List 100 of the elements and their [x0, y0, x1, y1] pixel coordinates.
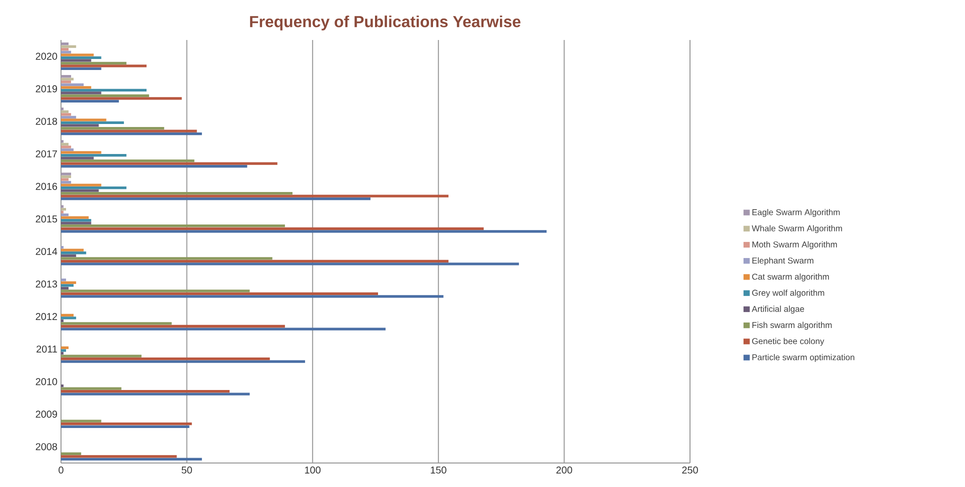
bar — [61, 132, 202, 136]
bar — [61, 324, 285, 328]
bar — [61, 80, 72, 84]
bar — [61, 180, 72, 184]
bar — [61, 186, 126, 190]
bar — [61, 278, 66, 282]
bar — [61, 352, 64, 355]
bar — [61, 165, 248, 168]
y-tick-label: 2016 — [36, 182, 58, 190]
bar — [61, 248, 84, 252]
bar — [61, 108, 64, 110]
bar — [61, 252, 86, 254]
bar — [61, 175, 72, 178]
bar — [61, 48, 69, 51]
bar — [61, 452, 82, 455]
bar — [61, 189, 99, 192]
bar — [61, 213, 69, 216]
y-tick-label: 2014 — [36, 248, 58, 256]
bar — [61, 281, 76, 284]
bar — [61, 192, 292, 195]
bar — [61, 322, 172, 325]
bar — [61, 314, 74, 316]
bar — [61, 316, 76, 320]
bar — [61, 286, 69, 290]
bar — [61, 210, 64, 214]
bar — [61, 162, 278, 165]
bar — [61, 346, 69, 350]
bar — [61, 172, 72, 176]
bar — [61, 86, 92, 89]
bar — [61, 140, 64, 143]
legend-label: Artificial algae — [752, 306, 804, 314]
legend-label: Particle swarm optimization — [752, 354, 854, 362]
legend-label: Genetic bee colony — [752, 338, 824, 346]
bar — [61, 349, 66, 352]
y-tick-label: 2010 — [36, 378, 58, 386]
bar — [61, 205, 64, 208]
bar — [61, 88, 147, 92]
bar — [61, 126, 164, 130]
chart-title: Frequency of Publications Yearwise — [250, 16, 520, 30]
bar — [61, 230, 547, 233]
bar — [61, 319, 64, 322]
bar — [61, 387, 122, 390]
bar — [61, 56, 102, 59]
bar — [61, 62, 126, 64]
bar — [61, 284, 74, 287]
bar — [61, 392, 250, 396]
bar — [61, 354, 142, 358]
bar — [61, 224, 285, 228]
y-tick-label: 2011 — [36, 346, 58, 353]
bar — [61, 384, 64, 388]
bar — [61, 59, 92, 62]
legend-label: Cat swarm algorithm — [752, 273, 829, 282]
y-tick-label: 2009 — [36, 410, 58, 418]
y-tick-label: 2013 — [36, 280, 58, 288]
x-tick-label: 50 — [182, 466, 192, 474]
bar — [61, 100, 119, 103]
y-tick-label: 2020 — [36, 52, 58, 60]
bar — [61, 208, 66, 211]
x-tick-label: 0 — [58, 466, 64, 474]
x-tick-label: 150 — [430, 466, 446, 474]
bar — [61, 328, 386, 330]
bar — [61, 159, 194, 162]
bar — [61, 83, 84, 86]
y-tick-label: 2019 — [36, 85, 58, 92]
legend-label: Moth Swarm Algorithm — [752, 241, 837, 250]
bar — [61, 420, 102, 422]
bar — [61, 121, 124, 124]
bar — [61, 50, 72, 54]
bar — [61, 222, 92, 224]
bar — [61, 64, 147, 68]
legend-label: Elephant Swarm — [752, 257, 814, 266]
bar — [61, 219, 92, 222]
legend-label: Eagle Swarm Algorithm — [752, 208, 840, 217]
bar — [61, 425, 190, 428]
bar — [61, 246, 64, 249]
bar — [61, 142, 69, 146]
bar — [61, 110, 69, 113]
legend-label: Fish swarm algorithm — [752, 322, 832, 330]
bar — [61, 262, 519, 266]
x-tick-label: 100 — [305, 466, 321, 474]
y-tick-label: 2008 — [36, 443, 58, 450]
y-tick-label: 2018 — [36, 118, 58, 125]
bar — [61, 54, 94, 56]
x-tick-label: 250 — [682, 466, 698, 474]
bar — [61, 130, 197, 132]
y-tick-label: 2012 — [36, 313, 57, 320]
bar — [61, 75, 72, 78]
bar — [61, 260, 448, 262]
bar — [61, 216, 89, 219]
legend-label: Whale Swarm Algorithm — [752, 225, 842, 233]
bar — [61, 178, 69, 181]
bar — [61, 113, 72, 116]
bar — [61, 45, 76, 48]
x-tick-label: 200 — [556, 466, 572, 474]
bar — [61, 42, 69, 46]
bar — [61, 118, 106, 122]
y-tick-label: 2017 — [36, 150, 57, 158]
bar — [61, 292, 378, 296]
bar — [61, 422, 192, 426]
bar — [61, 151, 102, 154]
